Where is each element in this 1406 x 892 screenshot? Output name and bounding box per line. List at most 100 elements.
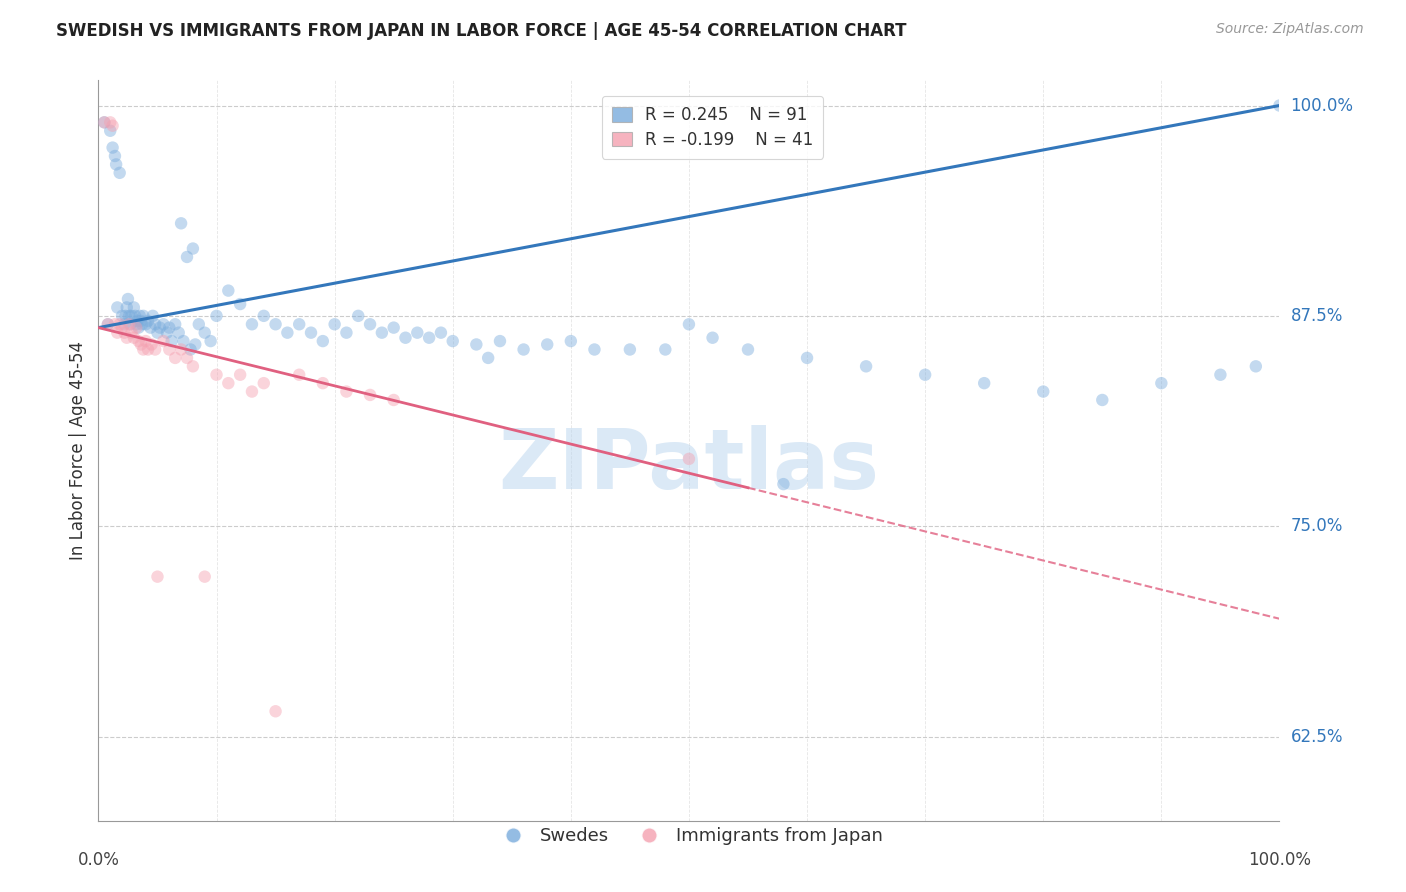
Text: 100.0%: 100.0% bbox=[1291, 96, 1354, 114]
Swedes bbox=[406, 326, 429, 340]
Swedes bbox=[536, 337, 558, 351]
Immigrants from Japan bbox=[157, 343, 180, 357]
Swedes bbox=[772, 477, 794, 491]
Swedes bbox=[108, 166, 131, 180]
Swedes bbox=[465, 337, 488, 351]
Swedes bbox=[156, 326, 179, 340]
Swedes bbox=[359, 318, 381, 332]
Swedes bbox=[973, 376, 995, 391]
Immigrants from Japan bbox=[253, 376, 276, 391]
Immigrants from Japan bbox=[152, 334, 174, 348]
Immigrants from Japan bbox=[122, 331, 145, 345]
Immigrants from Japan bbox=[312, 376, 335, 391]
Immigrants from Japan bbox=[121, 326, 143, 340]
Swedes bbox=[855, 359, 877, 374]
Immigrants from Japan bbox=[97, 318, 120, 332]
Swedes bbox=[131, 318, 153, 332]
Swedes bbox=[122, 301, 145, 315]
Swedes bbox=[737, 343, 759, 357]
Swedes bbox=[157, 320, 180, 334]
Swedes bbox=[276, 326, 298, 340]
Swedes bbox=[678, 318, 700, 332]
Swedes bbox=[253, 309, 276, 323]
Swedes bbox=[170, 216, 193, 230]
Immigrants from Japan bbox=[135, 334, 157, 348]
Swedes bbox=[347, 309, 370, 323]
Swedes bbox=[165, 318, 187, 332]
Text: Source: ZipAtlas.com: Source: ZipAtlas.com bbox=[1216, 22, 1364, 37]
Immigrants from Japan bbox=[93, 115, 115, 129]
Swedes bbox=[264, 318, 287, 332]
Swedes bbox=[101, 140, 124, 154]
Swedes bbox=[146, 326, 169, 340]
Immigrants from Japan bbox=[132, 343, 155, 357]
Swedes bbox=[1032, 384, 1054, 399]
Swedes bbox=[430, 326, 453, 340]
Immigrants from Japan bbox=[146, 569, 169, 583]
Swedes bbox=[323, 318, 346, 332]
Immigrants from Japan bbox=[141, 337, 163, 351]
Swedes bbox=[229, 297, 252, 311]
Immigrants from Japan bbox=[678, 451, 700, 466]
Immigrants from Japan bbox=[115, 331, 138, 345]
Text: 0.0%: 0.0% bbox=[77, 851, 120, 869]
Y-axis label: In Labor Force | Age 45-54: In Labor Force | Age 45-54 bbox=[69, 341, 87, 560]
Immigrants from Japan bbox=[194, 569, 217, 583]
Swedes bbox=[619, 343, 641, 357]
Immigrants from Japan bbox=[112, 326, 135, 340]
Swedes bbox=[111, 309, 134, 323]
Swedes bbox=[200, 334, 222, 348]
Swedes bbox=[418, 331, 440, 345]
Swedes bbox=[181, 242, 204, 256]
Swedes bbox=[583, 343, 606, 357]
Immigrants from Japan bbox=[136, 343, 159, 357]
Immigrants from Japan bbox=[176, 351, 198, 365]
Swedes bbox=[118, 309, 141, 323]
Swedes bbox=[149, 320, 172, 334]
Immigrants from Japan bbox=[125, 320, 148, 334]
Text: 75.0%: 75.0% bbox=[1291, 517, 1343, 535]
Swedes bbox=[180, 343, 202, 357]
Swedes bbox=[143, 318, 166, 332]
Immigrants from Japan bbox=[359, 388, 381, 402]
Immigrants from Japan bbox=[101, 119, 124, 133]
Swedes bbox=[489, 334, 512, 348]
Swedes bbox=[97, 318, 120, 332]
Immigrants from Japan bbox=[240, 384, 263, 399]
Swedes bbox=[104, 149, 127, 163]
Immigrants from Japan bbox=[165, 351, 187, 365]
Immigrants from Japan bbox=[229, 368, 252, 382]
Immigrants from Japan bbox=[170, 343, 193, 357]
Swedes bbox=[382, 320, 405, 334]
Swedes bbox=[184, 337, 207, 351]
Swedes bbox=[1268, 98, 1291, 112]
Swedes bbox=[160, 334, 183, 348]
Text: 100.0%: 100.0% bbox=[1249, 851, 1310, 869]
Swedes bbox=[112, 318, 135, 332]
Swedes bbox=[98, 124, 121, 138]
Legend: Swedes, Immigrants from Japan: Swedes, Immigrants from Japan bbox=[488, 820, 890, 853]
Swedes bbox=[121, 309, 143, 323]
Swedes bbox=[139, 320, 162, 334]
Swedes bbox=[105, 301, 128, 315]
Swedes bbox=[288, 318, 311, 332]
Swedes bbox=[142, 309, 165, 323]
Swedes bbox=[127, 314, 149, 328]
Swedes bbox=[512, 343, 534, 357]
Swedes bbox=[194, 326, 217, 340]
Immigrants from Japan bbox=[105, 326, 128, 340]
Swedes bbox=[136, 314, 159, 328]
Text: 62.5%: 62.5% bbox=[1291, 728, 1343, 746]
Immigrants from Japan bbox=[335, 384, 357, 399]
Text: SWEDISH VS IMMIGRANTS FROM JAPAN IN LABOR FORCE | AGE 45-54 CORRELATION CHART: SWEDISH VS IMMIGRANTS FROM JAPAN IN LABO… bbox=[56, 22, 907, 40]
Swedes bbox=[335, 326, 357, 340]
Swedes bbox=[205, 309, 228, 323]
Swedes bbox=[105, 157, 128, 171]
Swedes bbox=[128, 320, 150, 334]
Swedes bbox=[129, 314, 152, 328]
Immigrants from Japan bbox=[288, 368, 311, 382]
Swedes bbox=[312, 334, 335, 348]
Swedes bbox=[702, 331, 724, 345]
Swedes bbox=[152, 318, 174, 332]
Immigrants from Japan bbox=[205, 368, 228, 382]
